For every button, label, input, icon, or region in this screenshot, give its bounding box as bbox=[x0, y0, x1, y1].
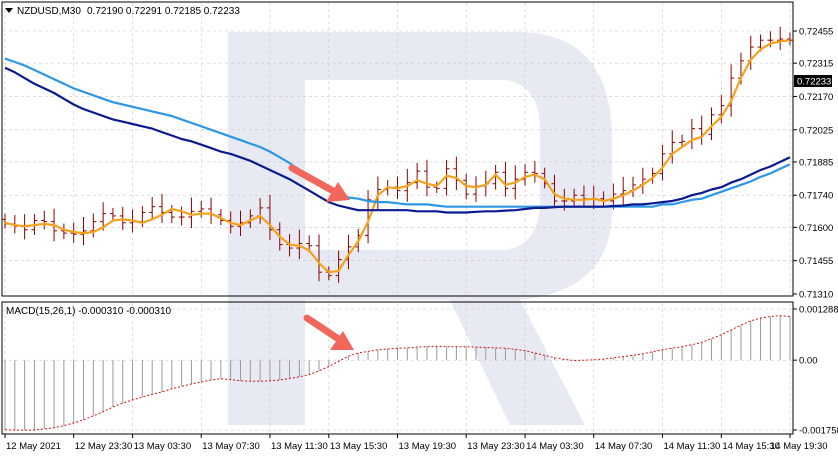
time-tick-label: 14 May 07:30 bbox=[595, 441, 653, 452]
time-tick-label: 13 May 19:30 bbox=[399, 441, 457, 452]
price-grid bbox=[3, 3, 792, 295]
arrow-head-icon bbox=[330, 331, 354, 350]
price-bar bbox=[80, 217, 87, 246]
price-bar bbox=[531, 160, 538, 183]
price-bar bbox=[188, 197, 195, 229]
macd-axis: 0.001288 0.00 -0.001758 bbox=[793, 305, 838, 437]
price-bar bbox=[335, 250, 342, 283]
price-bar bbox=[296, 229, 303, 260]
ma-medium-line bbox=[4, 57, 791, 208]
time-tick-label: 12 May 23:30 bbox=[75, 441, 133, 452]
price-bar bbox=[433, 181, 440, 193]
macd-signal-polyline bbox=[4, 315, 791, 431]
macd-tick-label: 0.00 bbox=[799, 356, 818, 367]
price-bar bbox=[659, 144, 666, 181]
price-tick-label: 0.72315 bbox=[799, 59, 833, 70]
price-bar bbox=[178, 206, 185, 226]
price-tick-label: 0.71310 bbox=[799, 290, 833, 301]
ma-slow-line bbox=[4, 66, 791, 214]
time-axis: 12 May 2021 12 May 23:30 13 May 03:30 13 Ma… bbox=[4, 434, 828, 452]
price-bar bbox=[100, 202, 107, 231]
price-panel: 0.72455 0.72315 0.72170 0.72025 0.71885 0.717… bbox=[1, 1, 833, 301]
macd-histogram bbox=[4, 315, 791, 431]
arrow-shaft-icon bbox=[303, 314, 344, 344]
macd-tick-label: -0.001758 bbox=[799, 426, 838, 437]
time-tick-label: 12 May 2021 bbox=[6, 441, 61, 452]
moving-averages bbox=[4, 39, 791, 274]
price-bar bbox=[492, 164, 499, 190]
ma-fast-line bbox=[4, 39, 791, 274]
price-bar bbox=[502, 161, 509, 197]
time-tick-label: 13 May 11:30 bbox=[271, 441, 328, 452]
price-bar bbox=[679, 134, 686, 148]
time-tick-label: 13 May 23:30 bbox=[467, 441, 525, 452]
arrow-shaft-icon bbox=[288, 164, 339, 196]
current-price-tag: 0.72233 bbox=[794, 75, 832, 88]
price-bar bbox=[198, 200, 205, 218]
price-bar bbox=[149, 196, 156, 221]
price-bar bbox=[571, 188, 578, 207]
time-tick-label: 14 May 11:30 bbox=[663, 441, 720, 452]
dropdown-triangle-icon[interactable] bbox=[5, 8, 13, 13]
current-price-label: 0.72233 bbox=[797, 77, 831, 88]
time-tick-label: 14 May 15:30 bbox=[722, 441, 780, 452]
macd-tick-label: 0.001288 bbox=[799, 305, 838, 316]
price-tick-label: 0.72025 bbox=[799, 125, 833, 136]
time-tick-label: 13 May 15:30 bbox=[330, 441, 388, 452]
price-bar bbox=[777, 26, 784, 50]
price-tick-label: 0.71885 bbox=[799, 157, 833, 168]
price-bar bbox=[708, 107, 715, 141]
price-bar bbox=[316, 234, 322, 282]
price-bar bbox=[109, 207, 116, 221]
current-price-box bbox=[794, 75, 832, 87]
signal-arrow-price bbox=[288, 164, 350, 202]
symbol-timeframe: NZDUSD,M30 bbox=[17, 6, 81, 17]
price-header: NZDUSD,M30 0.72190 0.72291 0.72185 0.722… bbox=[5, 6, 240, 17]
macd-signal-line bbox=[4, 315, 791, 431]
price-tick-label: 0.72170 bbox=[799, 92, 833, 103]
price-bar bbox=[423, 159, 430, 197]
price-bar bbox=[90, 213, 97, 238]
signal-arrow-macd bbox=[303, 314, 354, 350]
time-tick-label: 13 May 07:30 bbox=[202, 441, 260, 452]
macd-panel: 0.001288 0.00 -0.001758 MACD(15,26,1) -0.0… bbox=[1, 301, 838, 437]
ohlc-values: 0.72190 0.72291 0.72185 0.72233 bbox=[87, 6, 240, 17]
price-tick-label: 0.71740 bbox=[799, 191, 833, 202]
price-bar bbox=[551, 174, 558, 209]
price-bar bbox=[787, 32, 793, 46]
price-tick-label: 0.72455 bbox=[799, 27, 833, 38]
price-bar bbox=[365, 190, 372, 244]
price-bar bbox=[620, 176, 627, 206]
price-tick-label: 0.71455 bbox=[799, 256, 833, 267]
price-bar bbox=[41, 210, 48, 230]
time-tick-label: 13 May 03:30 bbox=[134, 441, 192, 452]
time-tick-label: 14 May 19:30 bbox=[770, 441, 828, 452]
arrow-head-icon bbox=[326, 182, 350, 202]
watermark-logo bbox=[228, 32, 612, 425]
price-bar bbox=[443, 159, 450, 196]
macd-header: MACD(15,26,1) -0.000310 -0.000310 bbox=[6, 306, 172, 317]
price-tick-label: 0.71600 bbox=[799, 223, 833, 234]
price-panel-frame bbox=[1, 1, 794, 297]
price-bar bbox=[60, 223, 67, 240]
time-tick-label: 14 May 03:30 bbox=[526, 441, 584, 452]
price-axis: 0.72455 0.72315 0.72170 0.72025 0.71885 0.717… bbox=[793, 27, 833, 301]
